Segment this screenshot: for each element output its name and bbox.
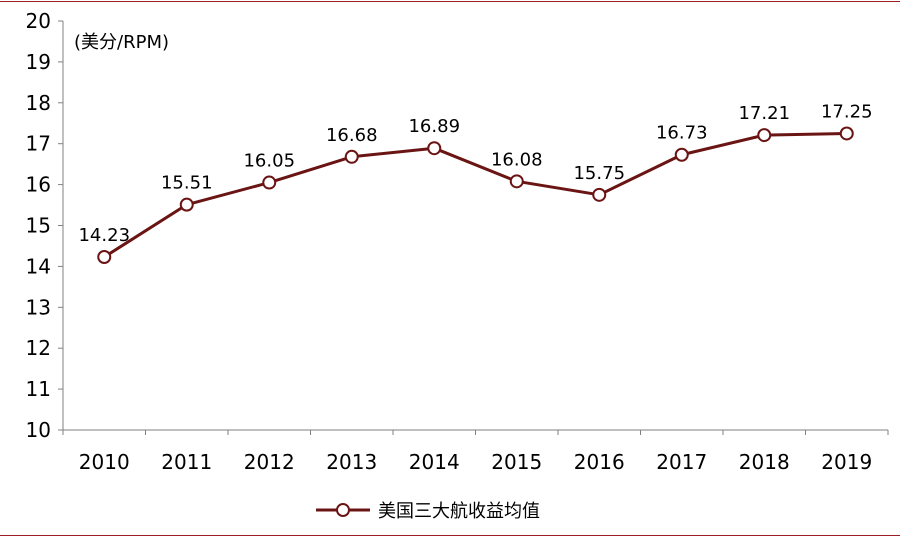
data-label: 16.68 [326, 125, 378, 146]
legend-label: 美国三大航收益均值 [378, 501, 540, 522]
data-label: 15.75 [573, 163, 625, 184]
x-tick-label: 2011 [161, 450, 212, 474]
y-tick-label: 20 [26, 9, 51, 33]
x-tick-label: 2016 [574, 450, 625, 474]
data-point [674, 147, 689, 162]
y-tick-label: 15 [26, 214, 51, 238]
x-tick-label: 2010 [79, 450, 130, 474]
x-tick-label: 2015 [491, 450, 542, 474]
data-point [262, 175, 277, 190]
y-tick-label: 11 [26, 377, 51, 401]
data-label: 15.51 [161, 173, 213, 194]
legend-marker [336, 503, 350, 517]
data-label: 17.21 [738, 103, 790, 124]
series-line [103, 131, 847, 259]
x-tick-label: 2017 [656, 450, 707, 474]
data-point [509, 174, 524, 189]
y-tick-label: 19 [26, 50, 51, 74]
bottom-border-line [0, 535, 900, 536]
top-border-line [0, 1, 900, 2]
y-tick-label: 12 [26, 336, 51, 360]
x-tick-labels: 2010 2011 2012 2013 2014 2015 2016 2017 2018 2019 [79, 450, 872, 474]
y-tick-labels: 10 11 12 13 14 15 16 17 18 19 20 [26, 9, 51, 442]
axes [58, 20, 889, 435]
data-point [427, 141, 442, 156]
x-tick-label: 2014 [409, 450, 460, 474]
legend: 美国三大航收益均值 [316, 501, 540, 522]
x-tick-label: 2012 [244, 450, 295, 474]
x-tick-label: 2019 [821, 450, 872, 474]
data-label: 16.73 [656, 123, 708, 144]
y-tick-label: 16 [26, 173, 51, 197]
x-tick-label: 2018 [739, 450, 790, 474]
y-tick-label: 18 [26, 91, 51, 115]
data-label: 14.23 [78, 225, 130, 246]
y-tick-label: 10 [26, 418, 51, 442]
y-tick-label: 14 [26, 254, 51, 278]
data-point [757, 128, 772, 143]
data-label: 16.89 [408, 116, 460, 137]
data-point [344, 149, 359, 164]
data-point [179, 197, 194, 212]
data-point [592, 187, 607, 202]
data-point [97, 249, 112, 264]
x-tick-label: 2013 [326, 450, 377, 474]
data-label: 16.05 [243, 151, 295, 172]
data-point [839, 126, 854, 141]
data-label: 17.25 [821, 101, 873, 122]
y-tick-label: 17 [26, 132, 51, 156]
series-group: 14.23 15.51 16.05 16.68 16.89 16.08 15.75 16.73… [78, 101, 873, 264]
data-label: 16.08 [491, 149, 543, 170]
y-unit-label: (美分/RPM) [74, 32, 169, 53]
y-tick-label: 13 [26, 295, 51, 319]
